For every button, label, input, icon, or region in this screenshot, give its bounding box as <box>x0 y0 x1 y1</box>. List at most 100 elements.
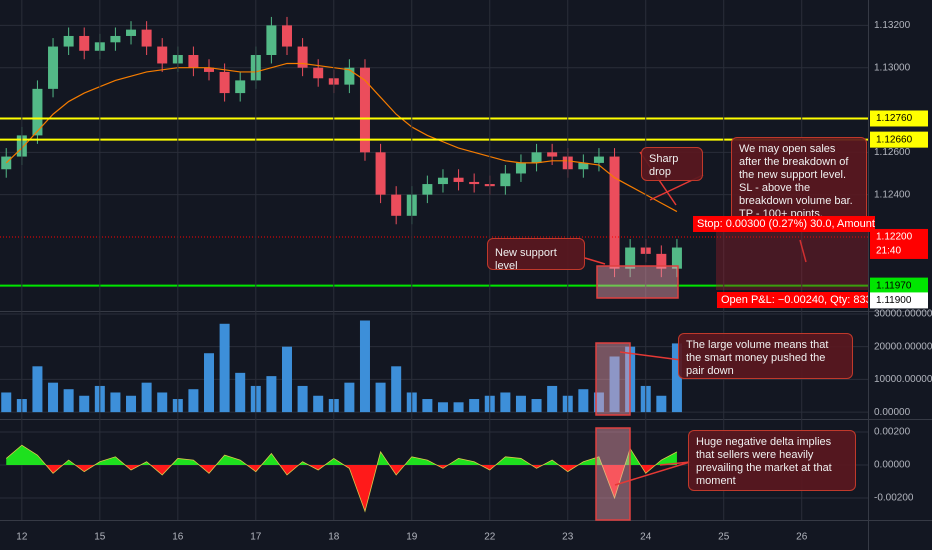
candle-body <box>266 25 277 56</box>
volume-bar <box>235 372 246 413</box>
last-price-box <box>870 228 928 259</box>
volume-bar <box>141 382 152 413</box>
volume-bar <box>110 392 121 413</box>
stop-label: Stop: 0.00300 (0.27%) 30.0, Amount: <box>693 216 875 232</box>
candle-body <box>235 80 246 94</box>
volume-bar <box>266 376 277 413</box>
y-tick-label: 0.00000 <box>874 460 911 471</box>
volume-bar <box>515 395 526 413</box>
level-label: 1.12760 <box>876 113 913 124</box>
x-tick-label: 26 <box>796 532 808 543</box>
volume-bar <box>375 382 386 413</box>
candle-body <box>547 152 558 157</box>
candle-body <box>63 35 74 47</box>
candle-body <box>578 162 589 170</box>
volume-bar <box>609 356 620 413</box>
level-label-box <box>870 277 928 294</box>
x-tick-label: 25 <box>718 532 730 543</box>
level-label-box <box>870 131 928 148</box>
x-tick-label: 19 <box>406 532 418 543</box>
moving-average <box>5 62 678 213</box>
position-price-box <box>870 292 928 309</box>
volume-bar <box>547 385 558 413</box>
candle-body <box>609 156 620 269</box>
arrow <box>799 239 807 263</box>
x-tick-label: 18 <box>328 532 340 543</box>
x-tick-label: 17 <box>250 532 262 543</box>
candle-body <box>375 152 386 195</box>
annotation: The large volume means that the smart mo… <box>678 333 853 379</box>
y-tick-label: 0.00000 <box>874 407 911 418</box>
volume-bar <box>391 366 402 413</box>
arrow <box>619 351 682 361</box>
candle-body <box>531 152 542 163</box>
volume-bar <box>219 323 230 413</box>
volume-bar <box>531 399 542 413</box>
y-tick-label: 1.12600 <box>874 147 911 158</box>
candle-body <box>437 177 448 185</box>
highlight-box <box>595 342 631 416</box>
volume-bar <box>32 366 43 413</box>
highlight-box <box>596 265 679 299</box>
y-tick-label: -0.00200 <box>874 493 914 504</box>
volume-bar <box>297 385 308 413</box>
volume-bar <box>422 399 433 413</box>
candle-body <box>593 156 604 163</box>
volume-bar <box>344 382 355 413</box>
volume-bar <box>48 382 59 413</box>
volume-bar <box>500 392 511 413</box>
candle-body <box>656 253 667 269</box>
candle-body <box>344 67 355 85</box>
candle-body <box>469 181 480 185</box>
volume-bar <box>453 402 464 413</box>
candle-body <box>297 46 308 68</box>
last-price-time: 21:40 <box>876 246 901 257</box>
arrow <box>584 257 606 265</box>
candle-body <box>625 247 636 269</box>
volume-bar <box>359 320 370 413</box>
y-tick-label: 20000.00000 <box>874 341 932 352</box>
y-tick-label: 30000.00000 <box>874 309 932 320</box>
x-tick-label: 23 <box>562 532 574 543</box>
volume-bar <box>188 389 199 413</box>
volume-bar <box>63 389 74 413</box>
candle-body <box>391 194 402 216</box>
highlight-box <box>595 427 631 521</box>
y-tick-label: 1.13000 <box>874 62 911 73</box>
x-tick-label: 16 <box>172 532 184 543</box>
candle-body <box>671 247 682 269</box>
candle-body <box>219 71 230 94</box>
level-label-box <box>870 110 928 127</box>
volume-bar <box>469 399 480 413</box>
annotation: Sharp drop <box>641 147 703 181</box>
candle-body <box>453 177 464 182</box>
arrow <box>614 461 691 486</box>
volume-bar <box>281 346 292 413</box>
volume-bar <box>671 343 682 413</box>
x-tick-label: 22 <box>484 532 496 543</box>
delta-area-positive <box>6 445 677 466</box>
candle-body <box>188 55 199 68</box>
volume-bar <box>79 395 90 413</box>
candle-body <box>110 35 121 43</box>
volume-bar <box>656 395 667 413</box>
pnl-label: Open P&L: −0.00240, Qty: 83333 <box>717 292 868 308</box>
delta-area-negative <box>45 465 656 512</box>
candle-body <box>422 184 433 195</box>
stop-zone <box>716 222 868 290</box>
annotation: We may open sales after the breakdown of… <box>731 137 867 223</box>
volume-bar <box>1 392 12 413</box>
level-label: 1.12660 <box>876 134 913 145</box>
y-tick-label: 0.00200 <box>874 427 911 438</box>
candle-body <box>500 173 511 187</box>
y-tick-label: 1.13200 <box>874 20 911 31</box>
y-tick-label: 1.12400 <box>874 189 911 200</box>
volume-bar <box>204 353 215 413</box>
candle-body <box>48 46 59 89</box>
volume-bar <box>313 395 324 413</box>
position-price-label: 1.11900 <box>876 295 912 306</box>
candle-body <box>515 162 526 174</box>
volume-bar <box>157 392 168 413</box>
candle-body <box>359 67 370 153</box>
